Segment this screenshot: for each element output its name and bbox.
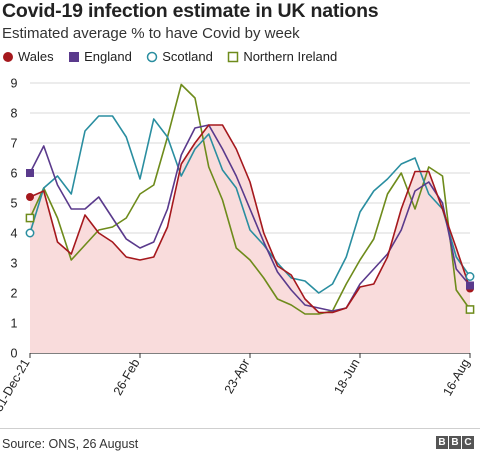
data-point-scotland [25, 228, 35, 238]
x-tick-label: 16-Aug [440, 356, 472, 398]
source-note: Source: ONS, 26 August [2, 437, 139, 451]
legend-label-northern-ireland: Northern Ireland [243, 49, 338, 64]
legend-marker-northern-ireland [228, 51, 239, 62]
y-tick-label: 8 [11, 107, 18, 121]
legend: Wales England Scotland Northern Ireland [2, 49, 347, 67]
data-point-northern-ireland [25, 213, 35, 223]
bbc-logo-letter: B [436, 436, 448, 449]
legend-label-england: England [84, 49, 132, 64]
x-tick-label: 23-Apr [222, 357, 253, 397]
y-tick-label: 9 [11, 77, 18, 91]
x-tick-label: 26-Feb [111, 356, 143, 397]
data-point-northern-ireland [465, 305, 475, 314]
series-line-wales [29, 124, 471, 314]
footer-divider [0, 428, 480, 429]
chart-title: Covid-19 infection estimate in UK nation… [2, 0, 379, 22]
series-line-scotland [29, 115, 471, 294]
series-line-england [29, 124, 471, 312]
y-tick-label: 2 [11, 287, 18, 301]
y-tick-label: 6 [11, 167, 18, 181]
legend-marker-england [69, 51, 80, 62]
x-tick-label: 31-Dec-21 [0, 356, 33, 414]
chart-subtitle: Estimated average % to have Covid by wee… [2, 25, 300, 42]
series-line-northern-ireland [29, 83, 471, 315]
data-point-england [26, 169, 34, 177]
x-tick-label: 18-Jun [331, 356, 362, 396]
bbc-logo-letter: C [462, 436, 474, 449]
legend-label-wales: Wales [18, 49, 54, 64]
y-tick-label: 5 [11, 197, 18, 211]
y-tick-label: 4 [11, 227, 18, 241]
legend-item-england: England [68, 49, 132, 64]
area-wales [30, 125, 470, 353]
y-tick-label: 7 [11, 137, 18, 151]
bbc-logo: B B C [436, 436, 474, 449]
data-point-wales [26, 193, 34, 201]
data-point-scotland [465, 272, 475, 281]
y-tick-label: 1 [11, 317, 18, 331]
legend-label-scotland: Scotland [162, 49, 213, 64]
data-point-england [466, 281, 474, 290]
legend-marker-scotland [147, 51, 158, 62]
y-tick-label: 3 [11, 257, 18, 271]
line-chart: 0 1 2 3 4 5 6 7 8 9 31-Dec-21 26-Feb 23-Apr 18-Jun 16-… [0, 77, 475, 414]
legend-marker-wales [3, 51, 13, 62]
y-tick-label: 0 [11, 347, 18, 361]
legend-item-wales: Wales [2, 49, 54, 64]
legend-item-scotland: Scotland [146, 49, 213, 64]
legend-item-northern-ireland: Northern Ireland [227, 49, 337, 64]
bbc-logo-letter: B [449, 436, 461, 449]
